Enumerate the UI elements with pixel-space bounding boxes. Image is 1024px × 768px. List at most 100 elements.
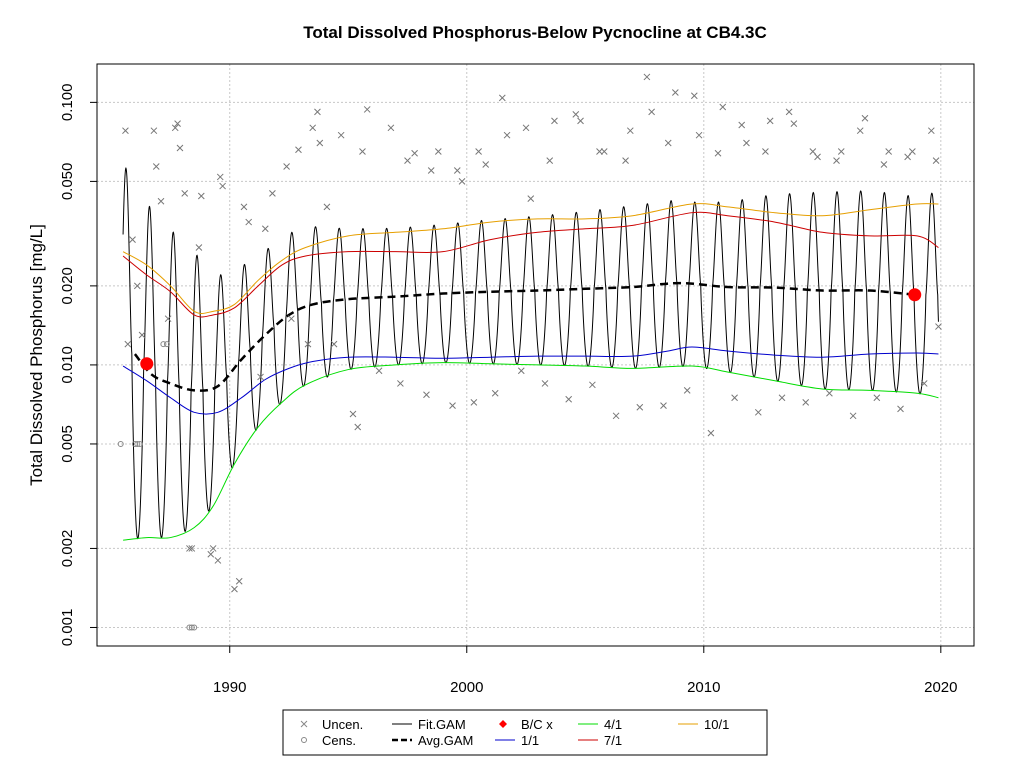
uncensored-point (814, 153, 821, 161)
uncensored-point (387, 124, 395, 132)
uncensored-point (219, 182, 226, 190)
uncensored-point (880, 161, 888, 168)
chart-title: Total Dissolved Phosphorus-Below Pycnocl… (303, 23, 767, 42)
uncensored-point (157, 197, 165, 205)
legend-label: 1/1 (521, 733, 539, 748)
uncensored-point (849, 412, 857, 420)
uncensored-point (316, 139, 324, 147)
y-tick-label: 0.001 (59, 609, 76, 647)
legend-label: Cens. (322, 733, 356, 748)
uncensored-point (375, 367, 383, 375)
uncensored-point (643, 73, 651, 81)
uncensored-point (897, 405, 904, 413)
uncensored-point (458, 178, 466, 185)
y-tick-label: 0.010 (59, 346, 76, 384)
uncensored-point (188, 545, 196, 552)
legend-label: 7/1 (604, 733, 622, 748)
uncensored-point (269, 190, 276, 197)
uncensored-point (565, 395, 573, 403)
uncensored-point (231, 585, 238, 593)
y-tick-label: 0.050 (59, 163, 76, 201)
legend-symbol-diamond (499, 720, 507, 728)
uncensored-point (261, 225, 269, 233)
uncensored-point (138, 331, 146, 339)
series-line-71 (122, 211, 939, 318)
uncensored-point (304, 340, 312, 348)
uncensored-point (833, 157, 840, 164)
uncensored-point (861, 114, 869, 122)
bc-point (140, 357, 154, 371)
uncensored-point (363, 106, 371, 113)
uncensored-point (778, 394, 786, 402)
uncensored-point (181, 190, 189, 197)
uncensored-point (295, 146, 302, 154)
uncensored-point (707, 429, 715, 437)
uncensored-point (423, 391, 430, 399)
uncensored-point (873, 394, 881, 402)
legend-label: Fit.GAM (418, 717, 466, 732)
uncensored-point (164, 315, 172, 323)
uncensored-point (622, 157, 629, 164)
censored-point (163, 341, 170, 348)
legend-label: Uncen. (322, 717, 363, 732)
uncensored-point (636, 403, 644, 411)
censored-point (191, 624, 198, 631)
uncensored-point (719, 103, 727, 111)
uncensored-point (207, 550, 215, 558)
uncensored-point (932, 157, 940, 164)
uncensored-point (577, 117, 584, 125)
censored-point (136, 440, 143, 447)
uncensored-point (754, 408, 762, 416)
x-axis: 1990 2000 2010 2020 (213, 645, 958, 696)
legend-label: Avg.GAM (418, 733, 473, 748)
uncensored-point (257, 373, 264, 381)
uncensored-point (498, 94, 506, 102)
uncensored-point (695, 131, 703, 139)
uncensored-point (596, 148, 603, 155)
uncensored-point (133, 282, 141, 290)
y-tick-label: 0.002 (59, 530, 76, 568)
series-lines (122, 167, 939, 541)
y-tick-label: 0.020 (59, 267, 76, 305)
uncensored-point (743, 139, 750, 147)
uncensored-point (664, 139, 672, 147)
uncensored-point (527, 195, 535, 202)
uncensored-point (762, 148, 769, 155)
uncensored-point (626, 127, 634, 135)
uncensored-point (245, 218, 253, 226)
uncensored-point (809, 148, 817, 155)
uncensored-point (171, 124, 179, 132)
uncensored-point (176, 144, 184, 152)
uncensored-point (790, 120, 798, 127)
series-line-11 (122, 346, 939, 415)
y-axis-label: Total Dissolved Phosphorus [mg/L] (27, 224, 46, 486)
uncensored-point (309, 124, 317, 132)
uncensored-point (671, 89, 679, 96)
uncensored-point (283, 163, 290, 170)
uncensored-point (522, 124, 530, 132)
uncensored-point (935, 323, 942, 330)
uncensored-point (714, 149, 722, 157)
legend-label: 4/1 (604, 717, 622, 732)
uncensored-point (738, 121, 746, 129)
uncensored-point (434, 148, 442, 155)
uncensored-point (427, 167, 435, 174)
uncensored-point (546, 157, 554, 164)
legend-box (282, 709, 768, 756)
uncensored-point (927, 127, 935, 135)
uncensored-point (449, 402, 456, 409)
uncensored-point (683, 387, 691, 394)
uncensored-point (589, 381, 596, 389)
censored-point (117, 440, 124, 447)
uncensored-point (600, 148, 608, 155)
observation-points (117, 73, 942, 631)
uncensored-point (453, 167, 461, 174)
censored-point (160, 341, 167, 348)
legend-label: B/C x (521, 717, 553, 732)
uncensored-point (885, 148, 893, 155)
uncensored-point (551, 117, 558, 125)
uncensored-point (330, 340, 338, 348)
uncensored-point (124, 340, 132, 348)
